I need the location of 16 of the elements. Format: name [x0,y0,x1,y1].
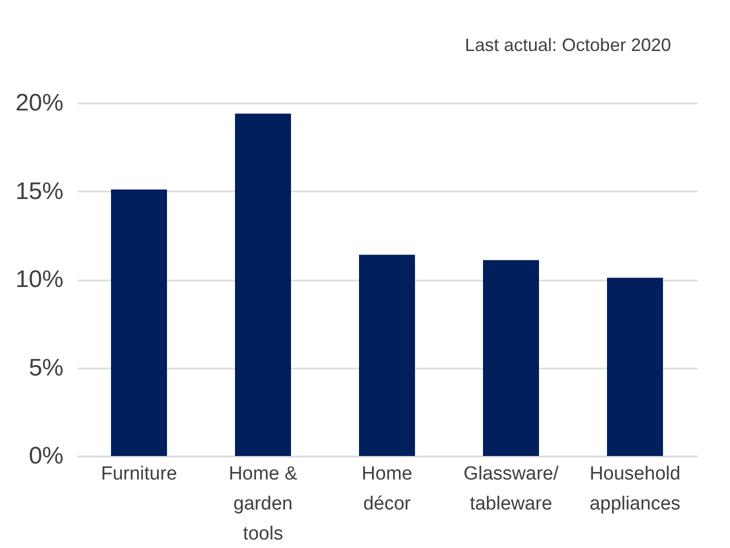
x-tick-label: Home & garden tools [228,464,298,544]
x-tick-label: Home décor [362,464,412,514]
bar [607,278,663,456]
bar [235,114,291,456]
bar [483,260,539,456]
y-tick-label: 0% [28,442,64,470]
y-tick-label: 5% [28,354,64,382]
y-tick-label: 20% [15,90,64,116]
y-tick-label: 15% [15,178,64,205]
text: Last actual: October 2020 [464,35,671,55]
y-tick-label: 10% [15,266,64,293]
bar [359,254,415,456]
bar [111,189,167,456]
x-tick-label: Household appliances [590,464,680,514]
x-tick-label: Glassware/tableware [463,464,560,514]
x-tick-label: Furniture [100,464,178,484]
